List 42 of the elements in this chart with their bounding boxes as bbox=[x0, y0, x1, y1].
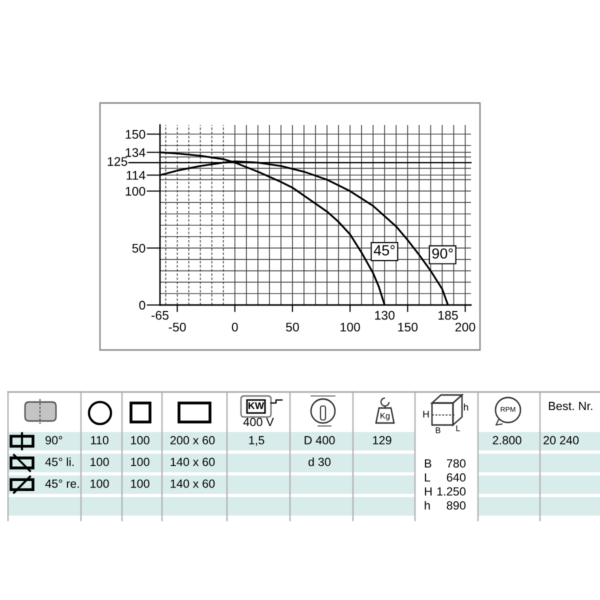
text: H bbox=[423, 410, 429, 418]
ref-line-label: 125 bbox=[108, 157, 128, 166]
text: B bbox=[436, 427, 440, 434]
text: h bbox=[464, 403, 468, 411]
y-tick-label: 50 bbox=[132, 244, 146, 253]
category-label: 400 V bbox=[243, 418, 274, 426]
text: 140 x 60 bbox=[170, 479, 215, 488]
text: -65 bbox=[152, 310, 169, 320]
category-label: Best. Nr. bbox=[548, 402, 592, 410]
text: D 400 bbox=[304, 436, 335, 444]
x-tick-label: -50 bbox=[168, 322, 186, 332]
text: L bbox=[456, 425, 460, 432]
annotation: 185 bbox=[438, 310, 458, 320]
text: 100 bbox=[90, 479, 109, 488]
text: 2.800 bbox=[492, 436, 522, 444]
x-tick-label: 0 bbox=[232, 322, 238, 332]
text: 110 bbox=[90, 436, 108, 444]
x-tick-label: 100 bbox=[340, 322, 360, 332]
text: 100 bbox=[90, 458, 109, 466]
y-tick-label: 0 bbox=[139, 300, 146, 310]
text: Kg bbox=[380, 412, 390, 420]
x-tick-label: 150 bbox=[398, 322, 418, 332]
series-label: 45° bbox=[374, 245, 395, 256]
text: 140 x 60 bbox=[170, 458, 215, 466]
text: 200 x 60 bbox=[170, 436, 215, 444]
text: B 780 L 640 H 1.250 h 890 bbox=[424, 459, 466, 510]
category-label: 45° li. bbox=[45, 457, 74, 466]
y-tick-label: 100 bbox=[126, 186, 146, 196]
x-tick-label: 50 bbox=[286, 322, 299, 332]
text: 1,5 bbox=[249, 436, 264, 446]
y-tick-label: 114 bbox=[126, 171, 146, 180]
category-label: 90° bbox=[46, 436, 62, 444]
text: 129 bbox=[373, 436, 392, 444]
y-tick-label: 150 bbox=[126, 130, 146, 139]
legend-label: 90° bbox=[432, 248, 453, 259]
text: d 30 bbox=[308, 457, 331, 466]
text: KW bbox=[248, 402, 264, 410]
category-label: 45° re. bbox=[45, 479, 79, 488]
x-tick-label: 200 bbox=[455, 322, 476, 332]
y-tick-label: 134 bbox=[126, 148, 146, 157]
text: 20 240 bbox=[544, 436, 579, 444]
annotation: 130 bbox=[375, 310, 395, 320]
